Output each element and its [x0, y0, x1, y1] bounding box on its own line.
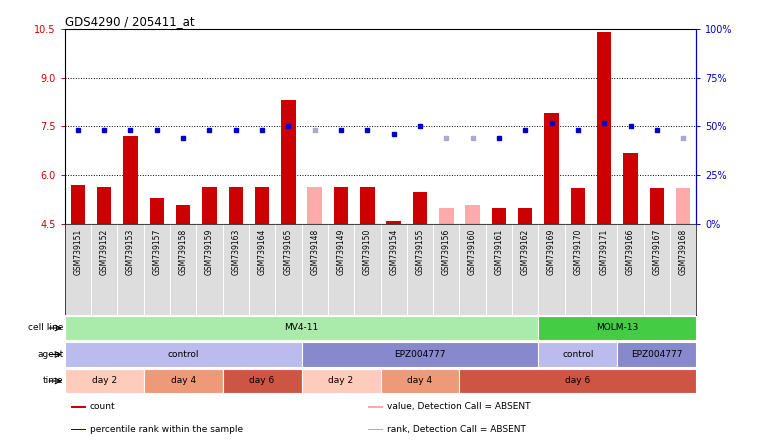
- Text: GSM739153: GSM739153: [126, 229, 135, 275]
- Text: MOLM-13: MOLM-13: [596, 324, 638, 333]
- Bar: [71, 185, 85, 224]
- Text: GDS4290 / 205411_at: GDS4290 / 205411_at: [65, 15, 194, 28]
- Text: day 2: day 2: [329, 377, 354, 385]
- Bar: [492, 208, 506, 224]
- Text: agent: agent: [37, 350, 63, 359]
- Bar: [650, 188, 664, 224]
- Bar: [466, 205, 480, 224]
- Bar: [71, 406, 86, 408]
- Text: percentile rank within the sample: percentile rank within the sample: [90, 425, 243, 434]
- Bar: [150, 198, 164, 224]
- Text: control: control: [562, 350, 594, 359]
- Bar: [368, 406, 383, 408]
- Text: GSM739148: GSM739148: [310, 229, 319, 275]
- Text: value, Detection Call = ABSENT: value, Detection Call = ABSENT: [387, 402, 530, 412]
- Bar: [360, 186, 374, 224]
- Bar: [281, 100, 295, 224]
- Bar: [597, 32, 611, 224]
- Text: day 6: day 6: [250, 377, 275, 385]
- Bar: [65, 316, 539, 340]
- Bar: [301, 342, 539, 367]
- Text: GSM739168: GSM739168: [679, 229, 688, 275]
- Text: day 2: day 2: [91, 377, 116, 385]
- Text: GSM739156: GSM739156: [442, 229, 451, 275]
- Bar: [202, 186, 217, 224]
- Bar: [676, 188, 690, 224]
- Text: GSM739159: GSM739159: [205, 229, 214, 275]
- Bar: [460, 369, 696, 393]
- Bar: [307, 186, 322, 224]
- Bar: [301, 369, 380, 393]
- Bar: [412, 191, 427, 224]
- Bar: [334, 186, 349, 224]
- Text: EPZ004777: EPZ004777: [631, 350, 683, 359]
- Text: EPZ004777: EPZ004777: [394, 350, 446, 359]
- Bar: [123, 136, 138, 224]
- Text: GSM739150: GSM739150: [363, 229, 372, 275]
- Text: GSM739155: GSM739155: [416, 229, 425, 275]
- Text: GSM739169: GSM739169: [547, 229, 556, 275]
- Text: rank, Detection Call = ABSENT: rank, Detection Call = ABSENT: [387, 425, 526, 434]
- Text: GSM739160: GSM739160: [468, 229, 477, 275]
- Bar: [71, 429, 86, 430]
- Bar: [439, 208, 454, 224]
- Text: GSM739167: GSM739167: [652, 229, 661, 275]
- Bar: [65, 342, 301, 367]
- Bar: [544, 114, 559, 224]
- Bar: [144, 369, 223, 393]
- Text: control: control: [167, 350, 199, 359]
- Bar: [539, 316, 696, 340]
- Text: GSM739152: GSM739152: [100, 229, 109, 275]
- Bar: [571, 188, 585, 224]
- Text: GSM739171: GSM739171: [600, 229, 609, 275]
- Text: GSM739157: GSM739157: [152, 229, 161, 275]
- Text: GSM739149: GSM739149: [336, 229, 345, 275]
- Text: count: count: [90, 402, 116, 412]
- Text: GSM739151: GSM739151: [73, 229, 82, 275]
- Text: GSM739154: GSM739154: [389, 229, 398, 275]
- Bar: [176, 205, 190, 224]
- Text: cell line: cell line: [28, 324, 63, 333]
- Text: day 6: day 6: [565, 377, 591, 385]
- Text: GSM739161: GSM739161: [495, 229, 504, 275]
- Bar: [255, 186, 269, 224]
- Text: GSM739158: GSM739158: [179, 229, 188, 275]
- Bar: [617, 342, 696, 367]
- Text: GSM739164: GSM739164: [257, 229, 266, 275]
- Bar: [97, 186, 111, 224]
- Bar: [518, 208, 533, 224]
- Text: GSM739170: GSM739170: [573, 229, 582, 275]
- Text: MV4-11: MV4-11: [285, 324, 319, 333]
- Text: GSM739162: GSM739162: [521, 229, 530, 275]
- Text: GSM739163: GSM739163: [231, 229, 240, 275]
- Text: GSM739166: GSM739166: [626, 229, 635, 275]
- Bar: [539, 342, 617, 367]
- Bar: [387, 221, 401, 224]
- Text: time: time: [43, 377, 63, 385]
- Text: GSM739165: GSM739165: [284, 229, 293, 275]
- Bar: [223, 369, 301, 393]
- Bar: [623, 152, 638, 224]
- Bar: [368, 429, 383, 430]
- Bar: [380, 369, 460, 393]
- Text: day 4: day 4: [407, 377, 432, 385]
- Bar: [65, 369, 144, 393]
- Bar: [228, 186, 243, 224]
- Text: day 4: day 4: [170, 377, 196, 385]
